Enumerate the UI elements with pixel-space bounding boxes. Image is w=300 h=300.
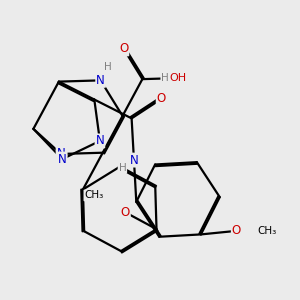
- Text: H: H: [161, 73, 169, 83]
- Text: H: H: [118, 163, 126, 172]
- Text: N: N: [130, 154, 138, 166]
- Text: CH₃: CH₃: [257, 226, 276, 236]
- Text: CH₃: CH₃: [84, 190, 104, 200]
- Text: O: O: [121, 206, 130, 219]
- Text: N: N: [58, 153, 67, 166]
- Text: H: H: [104, 62, 112, 72]
- Text: N: N: [96, 74, 105, 87]
- Text: N: N: [95, 134, 104, 147]
- Text: O: O: [157, 92, 166, 105]
- Text: OH: OH: [169, 73, 186, 83]
- Text: N: N: [57, 148, 65, 160]
- Text: O: O: [232, 224, 241, 237]
- Text: O: O: [119, 42, 128, 56]
